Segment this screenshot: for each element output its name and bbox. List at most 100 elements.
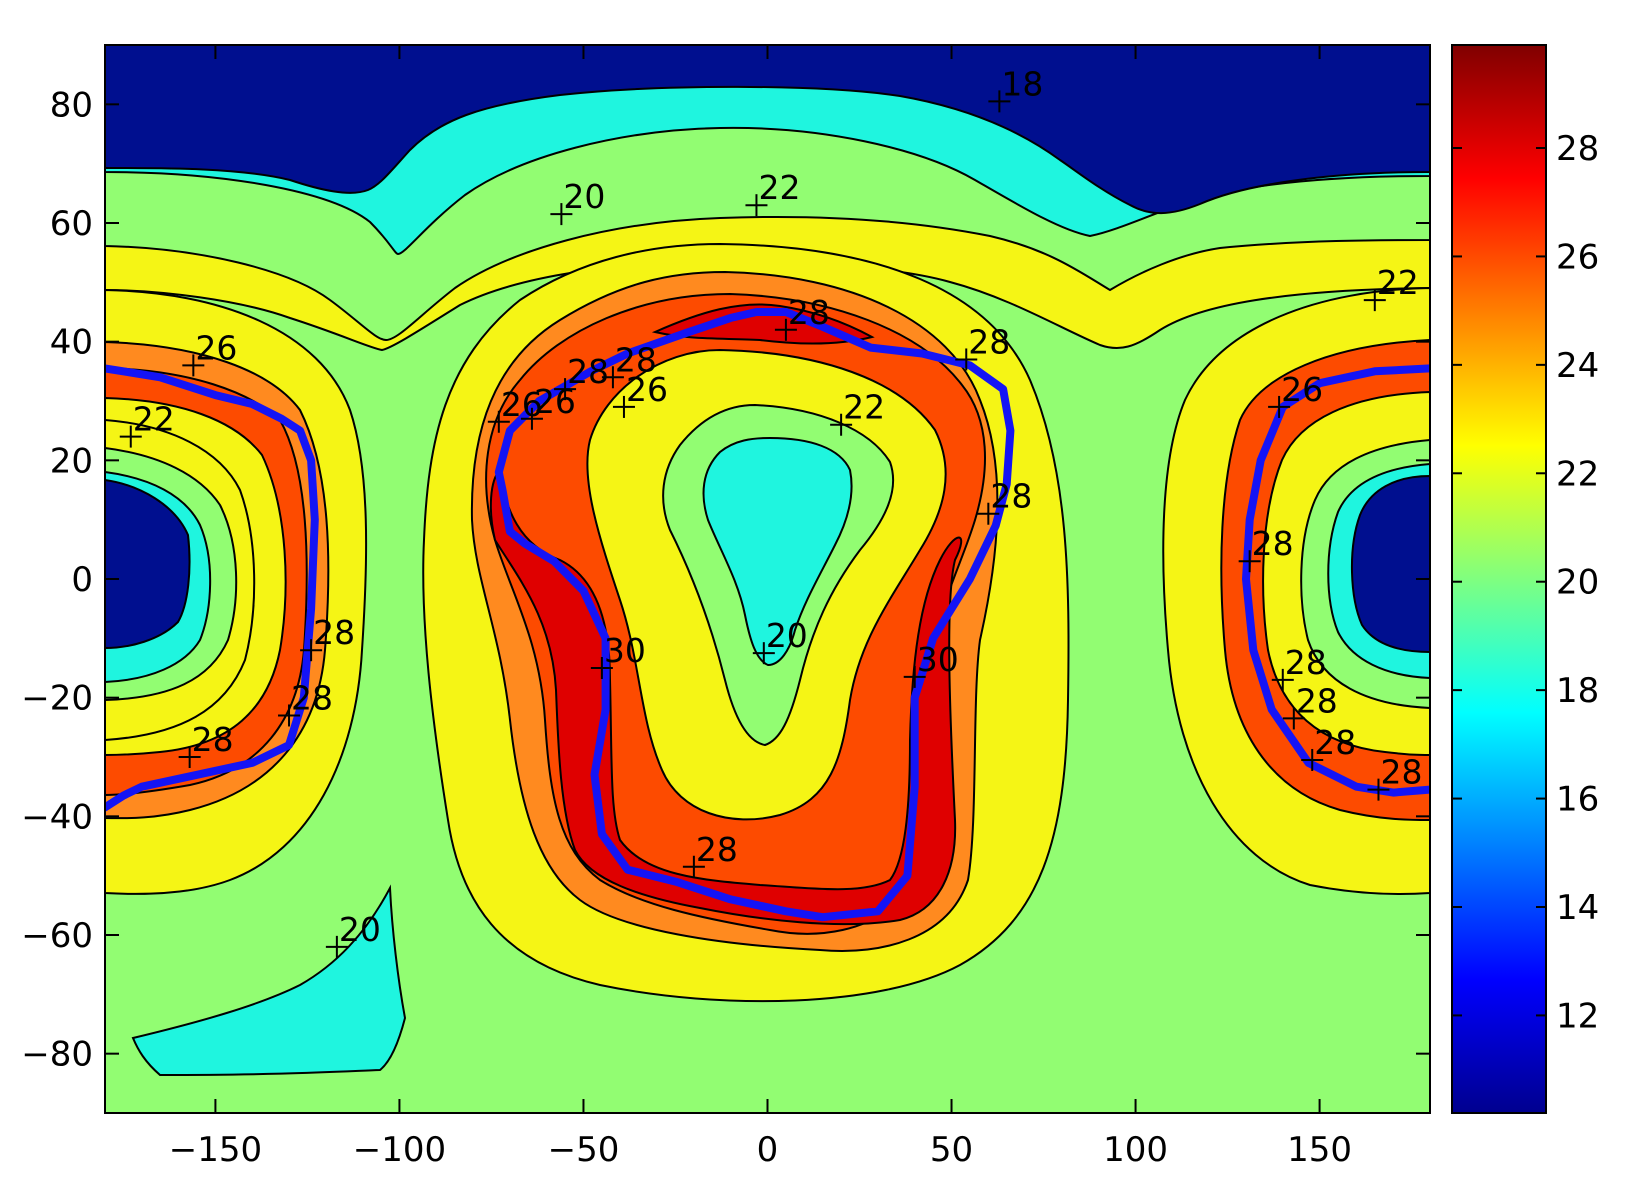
band-below-18-left — [105, 478, 191, 650]
contour-label: 28 — [278, 678, 333, 727]
band-28-30-center — [489, 467, 963, 926]
contour-label: 28 — [1238, 524, 1294, 573]
contour-label-text: 30 — [917, 640, 959, 679]
contour-label-text: 30 — [604, 631, 646, 670]
contour-label-text: 26 — [534, 382, 576, 421]
contour-label-text: 22 — [1377, 263, 1419, 302]
contour-label: 28 — [1282, 681, 1338, 730]
band-below-18-north — [105, 45, 1430, 215]
band-below-18-right — [1350, 474, 1430, 654]
plot-area — [105, 45, 1430, 1113]
contour-label: 28 — [1301, 723, 1356, 771]
y-tick-label: 20 — [50, 441, 93, 481]
y-tick-label: 0 — [71, 560, 93, 600]
contour-label: 28 — [554, 352, 609, 401]
trace-line-segment — [494, 308, 1015, 922]
contour-label-text: 28 — [990, 477, 1032, 516]
x-tick-label: −100 — [353, 1130, 446, 1170]
contour-label-text: 18 — [1001, 64, 1043, 103]
contour-label: 26 — [520, 382, 576, 430]
contour-label: 28 — [977, 477, 1032, 525]
contour-label-text: 20 — [339, 910, 381, 949]
contour-label: 28 — [1367, 753, 1422, 801]
contour-label-text: 28 — [567, 352, 609, 391]
colorbar-tick-label: 12 — [1556, 996, 1599, 1036]
x-tick-label: 100 — [1103, 1130, 1168, 1170]
contour-label: 28 — [1271, 643, 1327, 691]
contour-label-text: 28 — [788, 293, 830, 332]
colorbar-tick-label: 16 — [1556, 780, 1599, 820]
contour-label-text: 26 — [501, 385, 543, 424]
contour-label: 28 — [774, 293, 830, 341]
trace-line-segment — [1242, 364, 1430, 797]
contour-label-text: 20 — [766, 616, 808, 655]
contour-label-text: 28 — [1296, 681, 1338, 720]
y-tick-label: −80 — [21, 1035, 93, 1075]
contour-label: 20 — [550, 177, 605, 226]
colorbar-tick-label: 14 — [1556, 888, 1599, 928]
colorbar-gradient — [1451, 44, 1547, 1114]
y-tick-label: 60 — [50, 204, 93, 244]
contour-label-text: 28 — [1252, 524, 1294, 563]
contour-label: 22 — [745, 168, 800, 217]
y-tick-label: 40 — [50, 323, 93, 363]
contour-label: 22 — [1363, 263, 1419, 312]
contour-label-text: 28 — [192, 720, 234, 759]
contour-label: 28 — [178, 720, 234, 768]
contour-label-text: 22 — [758, 168, 800, 207]
contour-label-text: 28 — [1285, 643, 1327, 682]
contour-label: 26 — [182, 328, 237, 377]
colorbar-tick-label: 26 — [1556, 237, 1599, 277]
colorbar: 12 14 16 18 20 22 24 26 28 — [1451, 44, 1599, 1114]
contour-label: 28 — [955, 322, 1010, 371]
y-tick-label: −60 — [21, 916, 93, 956]
contour-label-text: 28 — [1314, 723, 1356, 762]
contour-label: 22 — [119, 400, 175, 448]
band-28-30-north-lobe — [651, 303, 875, 345]
band-18-20-southwest — [131, 884, 407, 1077]
contour-label-text: 26 — [1281, 370, 1323, 409]
contour-label: 18 — [988, 64, 1043, 113]
x-tick-label: −150 — [169, 1130, 262, 1170]
contour-label: 26 — [1268, 370, 1323, 418]
x-axis: −150 −100 −50 0 50 100 150 — [169, 45, 1352, 1170]
contour-label: 26 — [487, 385, 543, 433]
y-axis: 80 60 40 20 0 −20 −40 −60 −80 — [21, 85, 1430, 1075]
contour-label-text: 26 — [626, 370, 668, 409]
contour-label: 30 — [590, 631, 646, 679]
colorbar-ticks: 12 14 16 18 20 22 24 26 28 — [1452, 129, 1599, 1036]
contour-label-text: 28 — [968, 322, 1010, 361]
trace-line — [105, 308, 1430, 922]
y-tick-label: −20 — [21, 679, 93, 719]
band-18-20-center-inner — [702, 436, 853, 667]
contour-label: 28 — [601, 340, 657, 389]
x-tick-label: 0 — [757, 1130, 779, 1170]
colorbar-tick-label: 20 — [1556, 563, 1599, 603]
x-tick-label: 50 — [930, 1130, 973, 1170]
x-tick-label: −50 — [548, 1130, 620, 1170]
contour-label-text: 28 — [313, 613, 355, 652]
y-tick-label: 80 — [50, 85, 93, 125]
contour-label: 26 — [612, 370, 668, 418]
colorbar-tick-label: 28 — [1556, 129, 1599, 169]
y-tick-label: −40 — [21, 797, 93, 837]
trace-line-segment — [105, 364, 319, 812]
colorbar-tick-label: 18 — [1556, 671, 1599, 711]
contour-label-text: 28 — [696, 830, 738, 869]
colorbar-tick-label: 24 — [1556, 346, 1599, 386]
contour-label-text: 28 — [1380, 753, 1422, 792]
contour-label: 20 — [752, 616, 808, 665]
contour-label-text: 20 — [563, 177, 605, 216]
contour-label-text: 28 — [615, 340, 657, 379]
contour-label: 28 — [300, 613, 355, 662]
contour-label-text: 22 — [133, 400, 175, 439]
colorbar-tick-label: 22 — [1556, 454, 1599, 494]
contour-label: 30 — [903, 640, 959, 688]
contour-label: 22 — [830, 388, 885, 436]
contour-label-text: 22 — [843, 388, 885, 427]
contour-label: 28 — [682, 830, 738, 878]
contour-label-text: 26 — [195, 328, 237, 367]
x-tick-label: 150 — [1287, 1130, 1352, 1170]
